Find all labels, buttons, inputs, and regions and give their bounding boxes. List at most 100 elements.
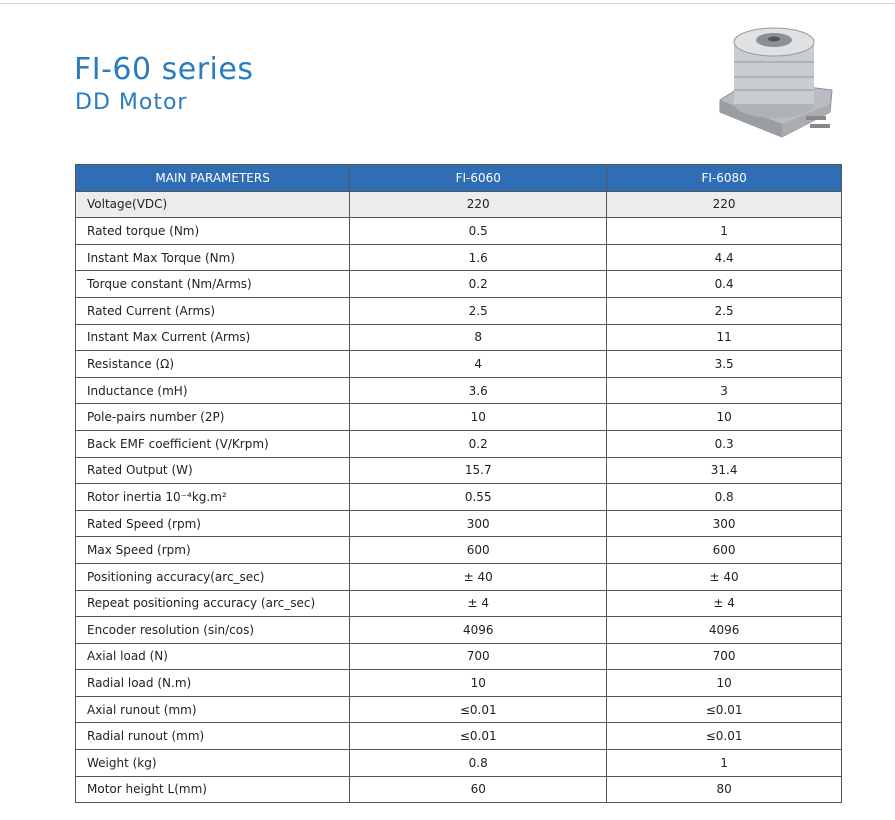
- parameter-value: 10: [349, 403, 608, 431]
- parameter-value: ± 40: [349, 562, 608, 591]
- parameter-name: Voltage(VDC): [74, 190, 351, 219]
- parameter-value: ± 4: [349, 589, 608, 618]
- parameter-value: 4096: [349, 616, 608, 644]
- parameter-name: Back EMF coefficient (V/Krpm): [74, 429, 351, 458]
- table-row: Weight (kg) 0.8 1: [74, 749, 842, 777]
- parameter-value: 0.2: [349, 270, 608, 298]
- parameter-value: ≤0.01: [606, 722, 842, 751]
- parameter-name: Rated Current (Arms): [74, 296, 351, 325]
- parameter-value: 0.2: [349, 429, 608, 458]
- table-row: Repeat positioning accuracy (arc_sec) ± 4…: [74, 589, 842, 618]
- column-header: FI-6060: [349, 164, 608, 192]
- parameter-value: 0.5: [349, 217, 608, 245]
- parameter-value: 11: [606, 323, 842, 352]
- parameter-value: 300: [349, 509, 608, 538]
- table-row: Axial runout (mm) ≤0.01 ≤0.01: [74, 695, 842, 724]
- parameter-name: Pole-pairs number (2P): [74, 403, 351, 431]
- table-row: Rated Current (Arms) 2.5 2.5: [74, 296, 842, 325]
- parameter-value: 10: [349, 669, 608, 697]
- parameter-name: Radial runout (mm): [74, 722, 351, 751]
- motor-image: [719, 27, 833, 138]
- parameter-value: ≤0.01: [349, 695, 608, 724]
- parameter-value: 31.4: [606, 456, 842, 485]
- parameter-value: 600: [606, 536, 842, 564]
- parameter-value: 1: [606, 749, 842, 777]
- parameter-name: Radial load (N.m): [74, 669, 351, 697]
- parameter-name: Weight (kg): [74, 749, 351, 777]
- parameter-value: 0.8: [349, 749, 608, 777]
- parameter-value: 2.5: [349, 296, 608, 325]
- table-row: Pole-pairs number (2P) 10 10: [74, 403, 842, 431]
- parameter-value: 0.3: [606, 429, 842, 458]
- parameter-value: 4096: [606, 616, 842, 644]
- parameter-value: 0.55: [349, 483, 608, 511]
- table-row: Rated Output (W) 15.7 31.4: [74, 456, 842, 485]
- parameter-value: ≤0.01: [606, 695, 842, 724]
- table-row: Inductance (mH) 3.6 3: [74, 376, 842, 405]
- parameter-name: Inductance (mH): [74, 376, 351, 405]
- table-row: Axial load (N) 700 700: [74, 642, 842, 671]
- parameter-value: 10: [606, 669, 842, 697]
- parameter-value: 2.5: [606, 296, 842, 325]
- parameter-name: Instant Max Torque (Nm): [74, 243, 351, 272]
- table-row: Radial load (N.m) 10 10: [74, 669, 842, 697]
- header-row: MAIN PARAMETERS FI-6060 FI-6080: [74, 164, 842, 192]
- table-row: Instant Max Torque (Nm) 1.6 4.4: [74, 243, 842, 272]
- parameter-value: 700: [349, 642, 608, 671]
- table-row: Instant Max Current (Arms) 8 11: [74, 323, 842, 352]
- subtitle: DD Motor: [75, 90, 188, 115]
- table-row: Motor height L(mm) 60 80: [74, 775, 842, 804]
- table-row: Voltage(VDC) 220 220: [74, 190, 842, 219]
- table-row: Rotor inertia 10⁻⁴kg.m² 0.55 0.8: [74, 483, 842, 511]
- parameter-name: Rated Output (W): [74, 456, 351, 485]
- table-row: Radial runout (mm) ≤0.01 ≤0.01: [74, 722, 842, 751]
- column-header: FI-6080: [606, 164, 842, 192]
- parameter-value: 1: [606, 217, 842, 245]
- parameter-value: 700: [606, 642, 842, 671]
- parameter-value: 4.4: [606, 243, 842, 272]
- parameter-name: Instant Max Current (Arms): [74, 323, 351, 352]
- parameter-value: 3.5: [606, 350, 842, 378]
- parameter-value: ± 40: [606, 562, 842, 591]
- top-rule: [0, 3, 895, 4]
- parameter-value: 300: [606, 509, 842, 538]
- table-row: Back EMF coefficient (V/Krpm) 0.2 0.3: [74, 429, 842, 458]
- table-row: Encoder resolution (sin/cos) 4096 4096: [74, 616, 842, 644]
- parameter-name: Resistance (Ω): [74, 350, 351, 378]
- parameter-value: 10: [606, 403, 842, 431]
- parameter-value: 0.4: [606, 270, 842, 298]
- parameter-value: 3.6: [349, 376, 608, 405]
- table-row: Max Speed (rpm) 600 600: [74, 536, 842, 564]
- parameter-name: Torque constant (Nm/Arms): [74, 270, 351, 298]
- parameter-value: 220: [606, 190, 842, 219]
- parameter-value: 8: [349, 323, 608, 352]
- parameter-name: Max Speed (rpm): [74, 536, 351, 564]
- parameter-value: 1.6: [349, 243, 608, 272]
- parameter-name: Encoder resolution (sin/cos): [74, 616, 351, 644]
- parameter-name: Positioning accuracy(arc_sec): [74, 562, 351, 591]
- table-row: Torque constant (Nm/Arms) 0.2 0.4: [74, 270, 842, 298]
- table-row: Positioning accuracy(arc_sec) ± 40 ± 40: [74, 562, 842, 591]
- parameter-value: 4: [349, 350, 608, 378]
- table-row: Resistance (Ω) 4 3.5: [74, 350, 842, 378]
- table-row: Rated torque (Nm) 0.5 1: [74, 217, 842, 245]
- parameter-name: Rated Speed (rpm): [74, 509, 351, 538]
- parameter-value: ≤0.01: [349, 722, 608, 751]
- parameter-value: 600: [349, 536, 608, 564]
- title: FI-60 series: [74, 52, 254, 87]
- parameter-name: Rated torque (Nm): [74, 217, 351, 245]
- table-body: Voltage(VDC) 220 220 Rated torque (Nm) 0.5 1 I…: [74, 190, 842, 804]
- parameter-name: Motor height L(mm): [74, 775, 351, 804]
- parameter-name: Repeat positioning accuracy (arc_sec): [74, 589, 351, 618]
- column-header: MAIN PARAMETERS: [74, 164, 351, 192]
- parameter-value: 220: [349, 190, 608, 219]
- parameter-name: Axial load (N): [74, 642, 351, 671]
- parameter-value: ± 4: [606, 589, 842, 618]
- parameter-name: Axial runout (mm): [74, 695, 351, 724]
- parameter-value: 3: [606, 376, 842, 405]
- parameter-value: 80: [606, 775, 842, 804]
- parameter-table: MAIN PARAMETERS FI-6060 FI-6080 Voltage(VD…: [74, 164, 842, 804]
- parameter-value: 15.7: [349, 456, 608, 485]
- parameter-value: 60: [349, 775, 608, 804]
